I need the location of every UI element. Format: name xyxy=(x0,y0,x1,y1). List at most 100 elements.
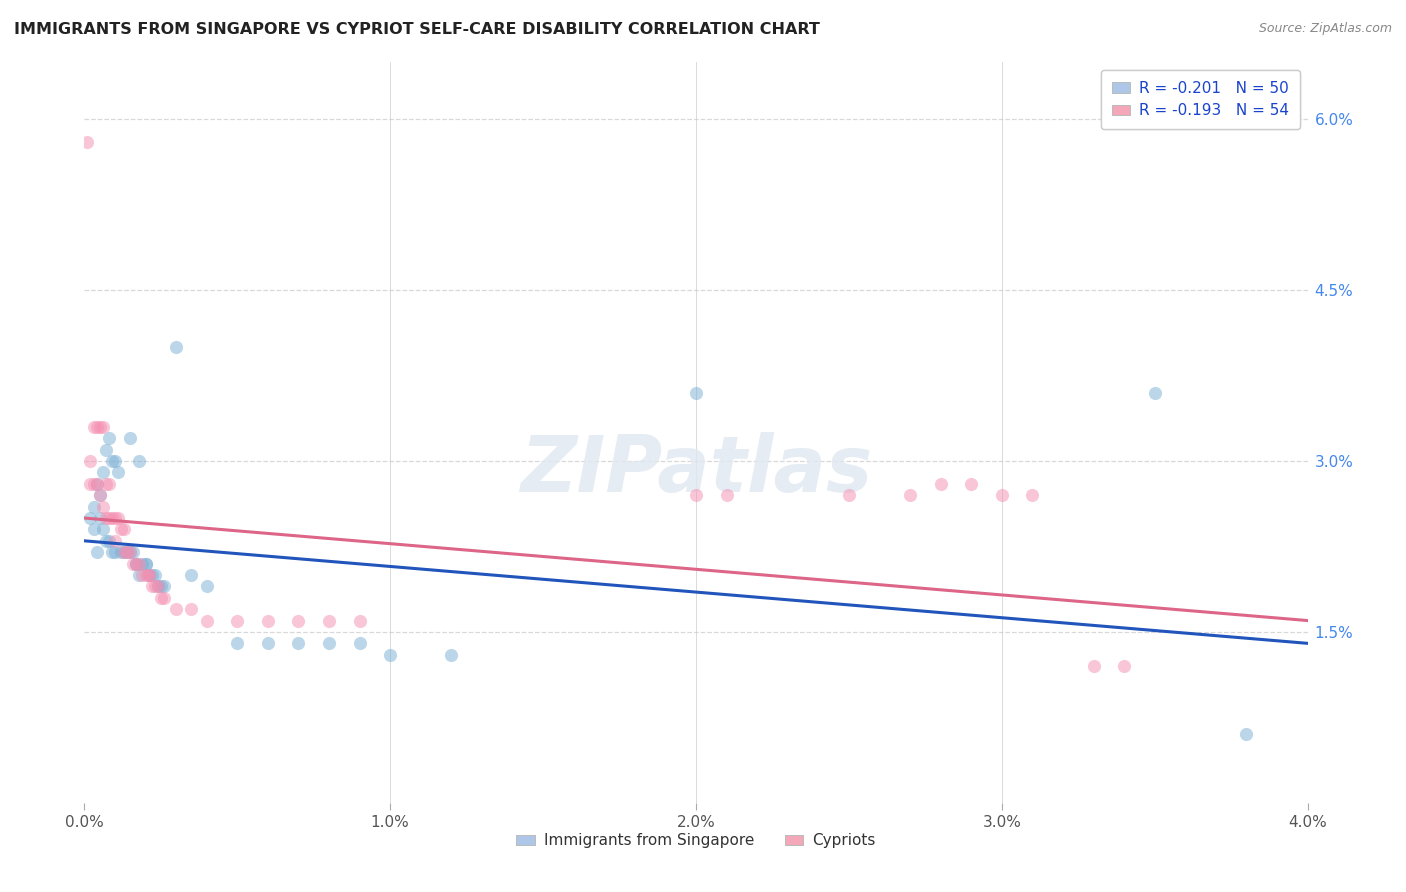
Point xyxy=(76,135,98,149)
Point xyxy=(83,420,105,434)
Point xyxy=(165,340,187,354)
Point xyxy=(89,488,111,502)
Point xyxy=(257,636,280,650)
Point xyxy=(143,579,166,593)
Point xyxy=(1083,659,1105,673)
Point xyxy=(91,420,114,434)
Point xyxy=(135,557,157,571)
Point xyxy=(94,533,117,548)
Point xyxy=(1021,488,1043,502)
Point xyxy=(91,466,114,480)
Point xyxy=(104,454,127,468)
Point xyxy=(91,523,114,537)
Point xyxy=(104,511,127,525)
Point xyxy=(107,511,129,525)
Point xyxy=(120,545,142,559)
Point xyxy=(120,545,142,559)
Text: IMMIGRANTS FROM SINGAPORE VS CYPRIOT SELF-CARE DISABILITY CORRELATION CHART: IMMIGRANTS FROM SINGAPORE VS CYPRIOT SEL… xyxy=(14,22,820,37)
Point xyxy=(89,420,111,434)
Point xyxy=(128,568,150,582)
Point xyxy=(120,431,142,445)
Point xyxy=(318,614,340,628)
Point xyxy=(716,488,738,502)
Point xyxy=(380,648,402,662)
Point xyxy=(991,488,1014,502)
Point xyxy=(94,476,117,491)
Point xyxy=(131,557,153,571)
Point xyxy=(107,466,129,480)
Point xyxy=(1236,727,1258,741)
Point xyxy=(97,431,120,445)
Point xyxy=(86,545,108,559)
Point xyxy=(122,545,145,559)
Point xyxy=(83,500,105,514)
Point xyxy=(125,557,148,571)
Point xyxy=(149,591,172,605)
Point xyxy=(125,557,148,571)
Point xyxy=(128,454,150,468)
Point xyxy=(180,602,202,616)
Point xyxy=(112,545,135,559)
Point xyxy=(138,568,160,582)
Point xyxy=(1114,659,1136,673)
Point xyxy=(122,557,145,571)
Point xyxy=(349,614,371,628)
Point xyxy=(685,488,707,502)
Point xyxy=(104,533,127,548)
Point xyxy=(97,533,120,548)
Point xyxy=(146,579,169,593)
Point xyxy=(125,557,148,571)
Point xyxy=(153,591,176,605)
Point xyxy=(104,545,127,559)
Point xyxy=(143,568,166,582)
Point xyxy=(135,557,157,571)
Point xyxy=(112,523,135,537)
Point xyxy=(115,545,138,559)
Point xyxy=(112,545,135,559)
Point xyxy=(960,476,983,491)
Point xyxy=(97,511,120,525)
Point xyxy=(86,476,108,491)
Point xyxy=(141,568,163,582)
Point xyxy=(153,579,176,593)
Point xyxy=(101,454,124,468)
Point xyxy=(226,636,249,650)
Point xyxy=(115,545,138,559)
Point xyxy=(180,568,202,582)
Point xyxy=(89,488,111,502)
Point xyxy=(149,579,172,593)
Point xyxy=(97,476,120,491)
Point xyxy=(318,636,340,650)
Point xyxy=(898,488,921,502)
Point xyxy=(83,523,105,537)
Point xyxy=(94,442,117,457)
Text: Source: ZipAtlas.com: Source: ZipAtlas.com xyxy=(1258,22,1392,36)
Point xyxy=(287,636,309,650)
Point xyxy=(89,511,111,525)
Point xyxy=(287,614,309,628)
Legend: Immigrants from Singapore, Cypriots: Immigrants from Singapore, Cypriots xyxy=(510,827,882,855)
Point xyxy=(86,420,108,434)
Point xyxy=(1143,385,1166,400)
Point xyxy=(440,648,463,662)
Point xyxy=(110,523,132,537)
Point xyxy=(86,476,108,491)
Point xyxy=(349,636,371,650)
Point xyxy=(146,579,169,593)
Point xyxy=(101,545,124,559)
Point xyxy=(838,488,860,502)
Point xyxy=(195,579,218,593)
Point xyxy=(94,511,117,525)
Point xyxy=(929,476,952,491)
Point xyxy=(79,476,101,491)
Point xyxy=(128,557,150,571)
Point xyxy=(79,511,101,525)
Point xyxy=(257,614,280,628)
Point xyxy=(79,454,101,468)
Text: ZIPatlas: ZIPatlas xyxy=(520,432,872,508)
Point xyxy=(195,614,218,628)
Point xyxy=(226,614,249,628)
Point xyxy=(135,568,157,582)
Point xyxy=(110,545,132,559)
Point xyxy=(101,511,124,525)
